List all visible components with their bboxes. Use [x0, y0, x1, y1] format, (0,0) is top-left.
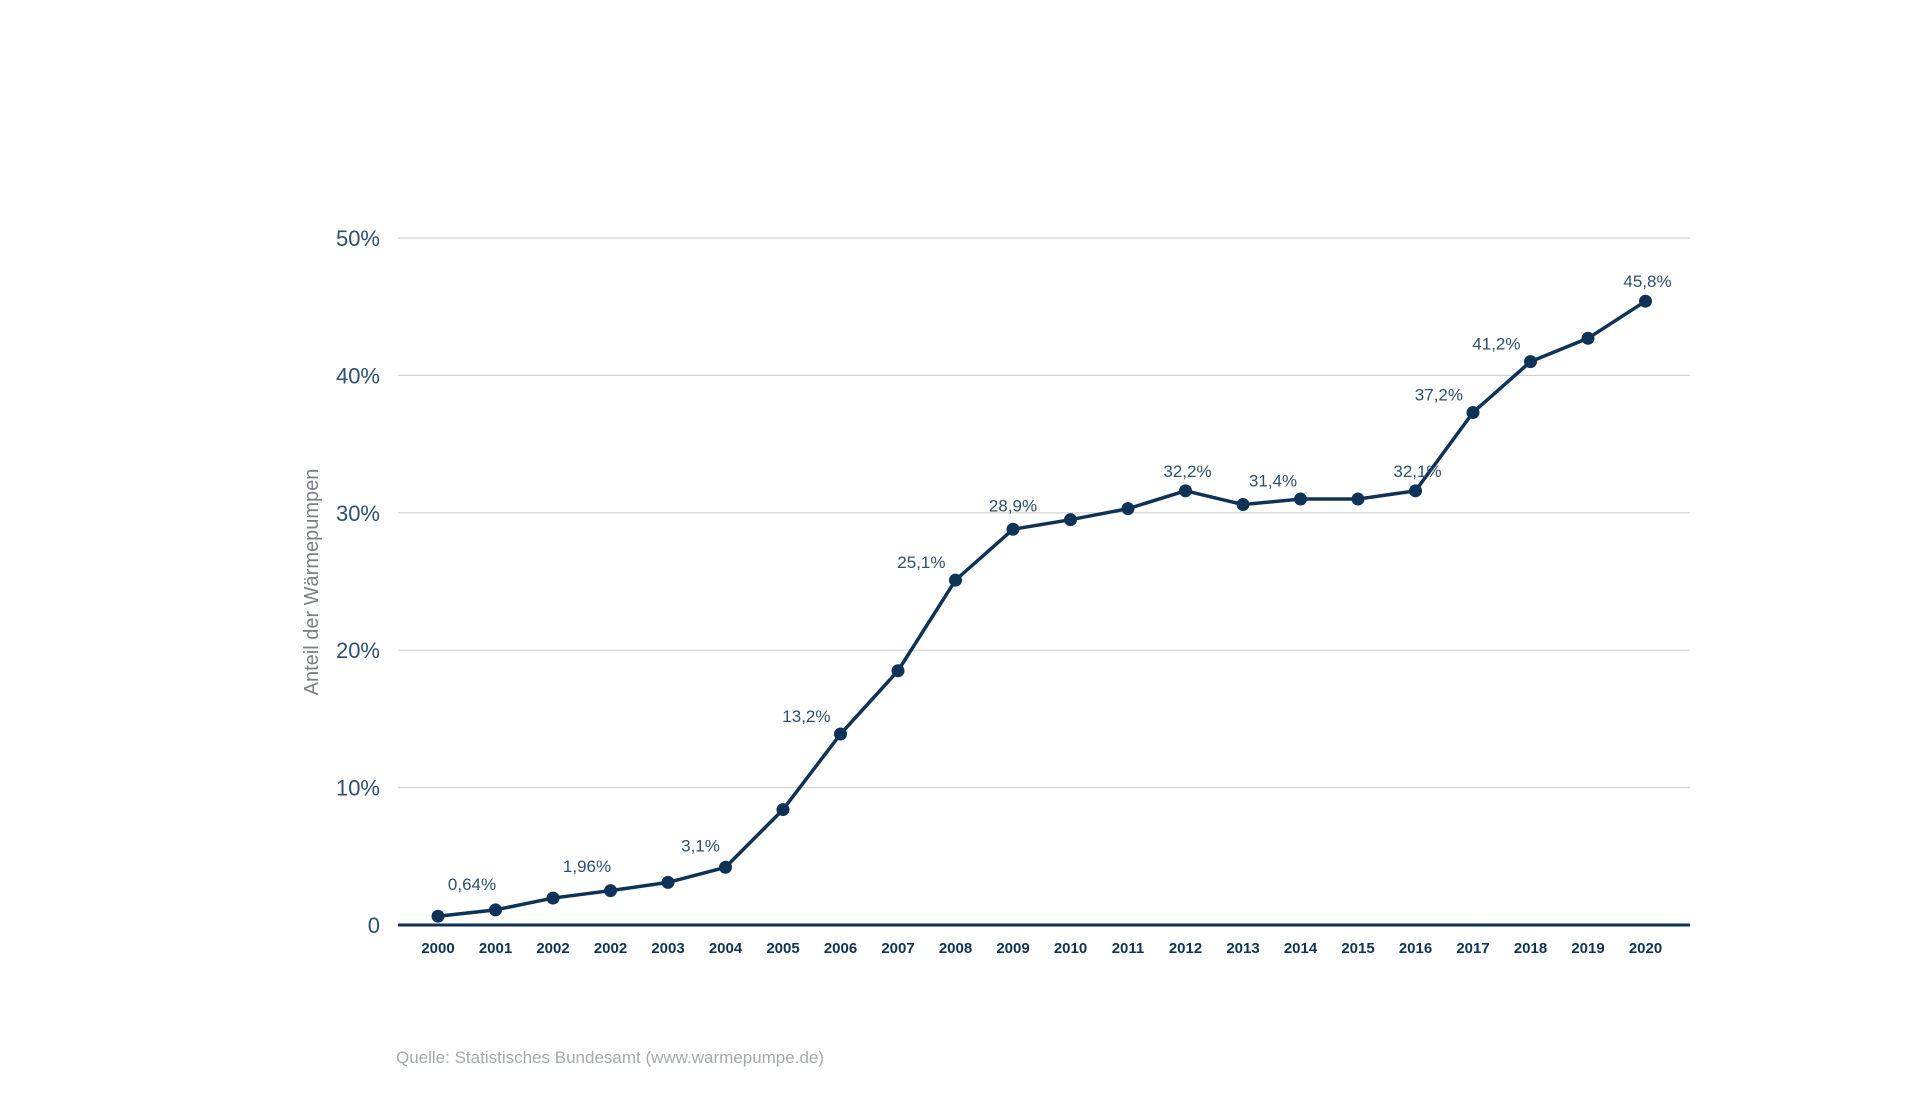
y-axis-label: Anteil der Wärmepumpen [301, 469, 323, 696]
data-point [1236, 498, 1250, 512]
source-note: Quelle: Statistisches Bundesamt (www.war… [396, 1048, 825, 1067]
data-points [431, 294, 1652, 923]
x-tick-label: 2000 [421, 940, 454, 957]
data-point [1581, 331, 1595, 345]
x-tick-label: 2019 [1571, 940, 1604, 957]
x-tick-label: 2012 [1169, 940, 1202, 957]
y-tick-label: 0 [368, 913, 380, 938]
x-tick-label: 2010 [1054, 940, 1087, 957]
data-point [1639, 294, 1652, 308]
data-label: 25,1% [897, 553, 945, 572]
x-tick-label: 2015 [1341, 940, 1374, 957]
y-tick-label: 40% [336, 363, 380, 388]
data-point [834, 727, 847, 741]
y-axis-ticks: 0 10% 20% 30% 40% 50% [336, 226, 380, 938]
x-tick-label: 2002 [536, 940, 569, 957]
data-point [891, 664, 905, 678]
x-tick-label: 2018 [1514, 940, 1547, 957]
data-label: 0,64% [448, 875, 496, 894]
y-tick-label: 10% [336, 776, 380, 801]
x-tick-label: 2005 [766, 940, 799, 957]
data-point [546, 891, 560, 905]
x-tick-label: 2016 [1399, 940, 1432, 957]
gridlines [398, 237, 1690, 789]
x-tick-label: 2002 [594, 940, 627, 957]
data-label: 41,2% [1472, 335, 1520, 354]
data-label: 32,2% [1163, 462, 1211, 481]
data-label: 28,9% [989, 496, 1037, 515]
x-tick-label: 2006 [824, 940, 857, 957]
data-point [949, 573, 962, 587]
data-point [489, 903, 502, 917]
data-labels: 0,64% 1,96% 3,1% 13,2% 25,1% 28,9% 32,2% 31,4% 3… [448, 272, 1672, 894]
x-axis-ticks: 2000 2001 2002 2002 2003 2004 2005 2006 2007 2008… [421, 940, 1662, 957]
data-label: 37,2% [1415, 385, 1463, 404]
x-tick-label: 2020 [1629, 940, 1662, 957]
x-tick-label: 2003 [651, 940, 684, 957]
data-point [1466, 405, 1480, 419]
data-point [1409, 484, 1422, 498]
data-label: 45,8% [1623, 272, 1671, 291]
data-point [776, 803, 790, 817]
x-tick-label: 2017 [1456, 940, 1489, 957]
data-point [431, 909, 445, 923]
x-tick-label: 2008 [939, 940, 972, 957]
series-line [437, 299, 1647, 918]
data-label: 3,1% [681, 836, 720, 855]
x-tick-label: 2011 [1112, 940, 1145, 957]
data-point [661, 875, 675, 889]
y-tick-label: 30% [336, 501, 380, 526]
x-tick-label: 2001 [479, 940, 512, 957]
x-tick-label: 2007 [881, 940, 914, 957]
data-point [1121, 502, 1135, 516]
x-tick-label: 2004 [709, 940, 743, 957]
y-tick-label: 50% [336, 226, 380, 251]
data-point [1179, 484, 1192, 498]
x-tick-label: 2013 [1226, 940, 1259, 957]
y-tick-label: 20% [336, 638, 380, 663]
data-label: 1,96% [563, 857, 611, 876]
data-point [1064, 513, 1077, 527]
data-point [1524, 355, 1537, 369]
x-tick-label: 2014 [1284, 940, 1318, 957]
data-point [1006, 522, 1020, 536]
data-point [1351, 492, 1365, 506]
data-label: 32,1% [1393, 462, 1441, 481]
data-point [719, 860, 732, 874]
data-point [1294, 492, 1307, 506]
data-point [604, 884, 617, 898]
data-label: 31,4% [1249, 472, 1297, 491]
x-tick-label: 2009 [996, 940, 1029, 957]
data-label: 13,2% [782, 707, 830, 726]
